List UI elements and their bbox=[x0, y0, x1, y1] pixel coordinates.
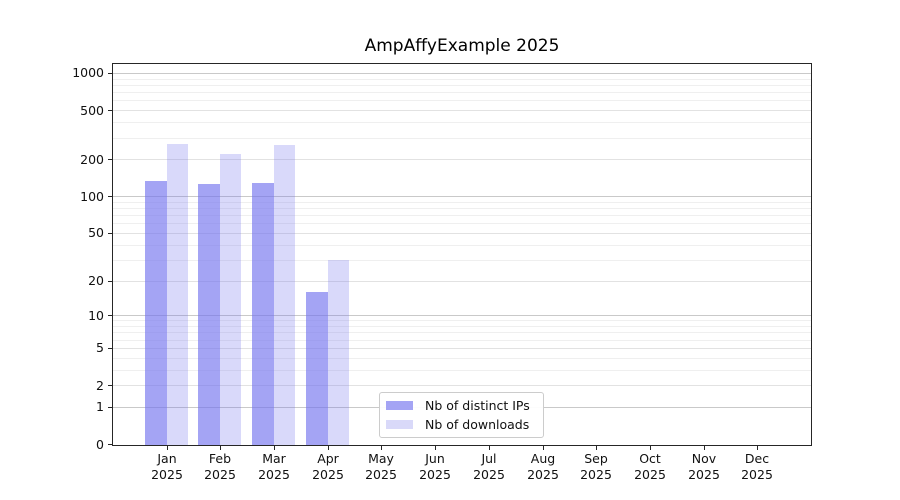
legend: Nb of distinct IPs Nb of downloads bbox=[379, 392, 544, 438]
x-axis-tick bbox=[274, 446, 275, 450]
x-axis-tick bbox=[328, 446, 329, 450]
bar-nb-of-distinct-ips-feb bbox=[198, 184, 220, 445]
gridline bbox=[113, 159, 811, 160]
y-axis-tick-label: 200 bbox=[80, 152, 104, 167]
x-axis-tick bbox=[596, 446, 597, 450]
x-axis-tick bbox=[381, 446, 382, 450]
legend-swatch-downloads bbox=[386, 420, 413, 430]
y-axis-tick bbox=[108, 315, 113, 316]
y-axis-tick-label: 100 bbox=[80, 189, 104, 204]
y-axis-tick bbox=[108, 110, 113, 111]
y-axis-tick-label: 20 bbox=[88, 273, 104, 288]
gridline bbox=[113, 340, 811, 341]
legend-swatch-distinct-ips bbox=[386, 400, 413, 410]
bar-nb-of-distinct-ips-apr bbox=[306, 291, 328, 445]
y-axis-tick bbox=[108, 233, 113, 234]
y-axis-tick bbox=[108, 281, 113, 282]
gridline bbox=[113, 348, 811, 349]
gridline bbox=[113, 73, 811, 74]
x-axis-tick-label: Sep 2025 bbox=[580, 451, 612, 482]
gridline bbox=[113, 79, 811, 80]
chart-title: AmpAffyExample 2025 bbox=[364, 36, 560, 56]
y-axis-tick-label: 1 bbox=[96, 399, 104, 414]
gridline bbox=[113, 208, 811, 209]
y-axis-tick bbox=[108, 348, 113, 349]
x-axis-tick-label: Mar 2025 bbox=[258, 451, 290, 482]
gridline bbox=[113, 138, 811, 139]
y-axis-tick-label: 0 bbox=[96, 437, 104, 452]
x-axis-tick bbox=[650, 446, 651, 450]
x-axis-tick bbox=[435, 446, 436, 450]
x-axis-tick bbox=[543, 446, 544, 450]
gridline bbox=[113, 215, 811, 216]
gridline bbox=[113, 370, 811, 371]
gridline bbox=[113, 233, 811, 234]
bar-nb-of-downloads-mar bbox=[274, 144, 295, 445]
x-axis-tick-label: Nov 2025 bbox=[688, 451, 720, 482]
gridline bbox=[113, 122, 811, 123]
bar-nb-of-distinct-ips-jan bbox=[145, 180, 167, 445]
gridline bbox=[113, 260, 811, 261]
y-axis-tick bbox=[108, 407, 113, 408]
gridline bbox=[113, 100, 811, 101]
y-axis-tick-label: 10 bbox=[88, 308, 104, 323]
y-axis-tick-label: 2 bbox=[96, 378, 104, 393]
legend-label-downloads: Nb of downloads bbox=[425, 417, 530, 433]
y-axis-tick-label: 50 bbox=[88, 225, 104, 240]
x-axis-tick-label: Dec 2025 bbox=[741, 451, 773, 482]
bar-nb-of-downloads-jan bbox=[167, 143, 188, 445]
y-axis-tick bbox=[108, 159, 113, 160]
gridline bbox=[113, 85, 811, 86]
y-axis-tick bbox=[108, 444, 113, 445]
gridline bbox=[113, 92, 811, 93]
x-axis-tick bbox=[220, 446, 221, 450]
gridline bbox=[113, 202, 811, 203]
x-axis-tick-label: Feb 2025 bbox=[204, 451, 236, 482]
y-axis-tick bbox=[108, 73, 113, 74]
x-axis-tick-label: May 2025 bbox=[365, 451, 397, 482]
y-axis-tick-label: 5 bbox=[96, 340, 104, 355]
y-axis-tick-label: 500 bbox=[80, 103, 104, 118]
y-axis-tick bbox=[108, 196, 113, 197]
x-axis-tick bbox=[757, 446, 758, 450]
gridline bbox=[113, 358, 811, 359]
x-axis-tick-label: Oct 2025 bbox=[634, 451, 666, 482]
x-axis-tick-label: Jul 2025 bbox=[473, 451, 505, 482]
legend-item-downloads: Nb of downloads bbox=[386, 417, 537, 432]
x-axis-tick bbox=[704, 446, 705, 450]
x-axis-tick-label: Apr 2025 bbox=[312, 451, 344, 482]
legend-label-distinct-ips: Nb of distinct IPs bbox=[425, 397, 530, 413]
x-axis-tick-label: Aug 2025 bbox=[527, 451, 559, 482]
gridline bbox=[113, 385, 811, 386]
x-axis-tick-label: Jun 2025 bbox=[419, 451, 451, 482]
gridline bbox=[113, 223, 811, 224]
x-axis-tick bbox=[489, 446, 490, 450]
gridline bbox=[113, 196, 811, 197]
y-axis-tick bbox=[108, 385, 113, 386]
plot-area: Nb of distinct IPs Nb of downloads bbox=[112, 63, 812, 446]
gridline bbox=[113, 315, 811, 316]
gridline bbox=[113, 326, 811, 327]
gridline bbox=[113, 320, 811, 321]
bar-nb-of-distinct-ips-mar bbox=[252, 183, 274, 445]
gridline bbox=[113, 110, 811, 111]
bar-nb-of-downloads-apr bbox=[328, 259, 349, 445]
x-axis-tick bbox=[167, 446, 168, 450]
bar-nb-of-downloads-feb bbox=[220, 154, 241, 445]
y-axis-tick-label: 1000 bbox=[72, 65, 104, 80]
legend-item-distinct-ips: Nb of distinct IPs bbox=[386, 398, 537, 413]
gridline bbox=[113, 332, 811, 333]
x-axis-tick-label: Jan 2025 bbox=[151, 451, 183, 482]
gridline bbox=[113, 245, 811, 246]
gridline bbox=[113, 281, 811, 282]
